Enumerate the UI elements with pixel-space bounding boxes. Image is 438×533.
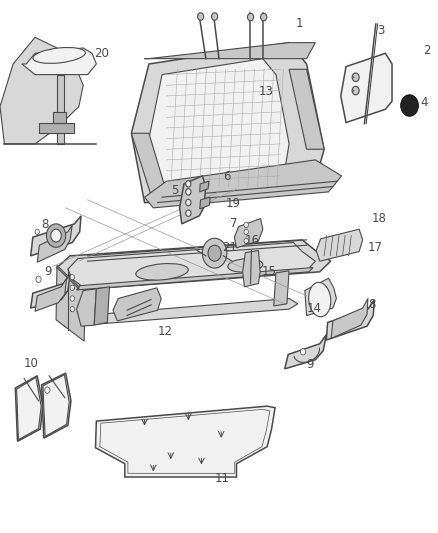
Text: 17: 17 [368, 241, 383, 254]
Text: 2: 2 [423, 44, 430, 57]
Polygon shape [113, 288, 161, 321]
Ellipse shape [309, 282, 331, 317]
Polygon shape [131, 133, 166, 203]
Polygon shape [274, 271, 289, 306]
Polygon shape [285, 335, 326, 369]
Polygon shape [200, 197, 210, 209]
Polygon shape [39, 123, 74, 133]
Polygon shape [180, 176, 206, 224]
Polygon shape [43, 375, 69, 437]
Text: 12: 12 [158, 325, 173, 338]
Circle shape [212, 13, 218, 20]
Polygon shape [0, 37, 83, 144]
Polygon shape [200, 181, 209, 192]
Polygon shape [15, 376, 43, 441]
Polygon shape [57, 75, 64, 144]
Text: 3: 3 [378, 25, 385, 37]
Circle shape [70, 306, 74, 312]
Polygon shape [234, 219, 263, 248]
Polygon shape [31, 274, 70, 308]
Polygon shape [316, 229, 363, 261]
Circle shape [186, 210, 191, 216]
Polygon shape [74, 298, 298, 325]
Text: 7: 7 [230, 217, 237, 230]
Polygon shape [68, 243, 315, 289]
Text: 10: 10 [24, 357, 39, 370]
Polygon shape [77, 268, 313, 290]
Polygon shape [331, 298, 368, 338]
Polygon shape [42, 373, 71, 438]
Text: 11: 11 [215, 472, 230, 485]
Circle shape [352, 73, 359, 82]
Circle shape [186, 199, 191, 206]
Circle shape [300, 349, 306, 355]
Polygon shape [57, 240, 331, 290]
Text: 5: 5 [171, 184, 178, 197]
Polygon shape [243, 251, 260, 287]
Polygon shape [145, 160, 342, 208]
Polygon shape [305, 278, 336, 316]
Text: 8: 8 [42, 219, 49, 231]
Circle shape [202, 238, 227, 268]
Ellipse shape [136, 263, 188, 280]
Text: 9: 9 [44, 265, 51, 278]
Ellipse shape [228, 259, 263, 272]
Circle shape [401, 95, 418, 116]
Polygon shape [77, 289, 96, 326]
Circle shape [51, 229, 61, 242]
Text: 18: 18 [371, 212, 386, 225]
Text: 19: 19 [226, 197, 241, 210]
Polygon shape [31, 216, 81, 256]
Circle shape [352, 86, 359, 95]
Text: 15: 15 [262, 265, 277, 278]
Text: 21: 21 [223, 241, 237, 254]
Circle shape [261, 13, 267, 21]
Polygon shape [22, 48, 96, 75]
Circle shape [45, 387, 50, 393]
Text: 9: 9 [307, 358, 314, 371]
Text: 14: 14 [307, 302, 321, 314]
Polygon shape [289, 69, 324, 149]
Circle shape [198, 13, 204, 20]
Circle shape [244, 238, 248, 244]
Polygon shape [131, 43, 324, 203]
Polygon shape [35, 278, 67, 311]
Polygon shape [17, 377, 41, 440]
Polygon shape [326, 300, 374, 340]
Ellipse shape [33, 47, 85, 63]
Polygon shape [37, 225, 72, 262]
Polygon shape [149, 59, 289, 192]
Text: 20: 20 [94, 47, 109, 60]
Polygon shape [94, 287, 110, 325]
Text: 1: 1 [296, 18, 303, 30]
Text: 13: 13 [258, 85, 273, 98]
Polygon shape [95, 406, 275, 477]
Text: 6: 6 [223, 171, 231, 183]
Circle shape [244, 222, 248, 228]
Circle shape [208, 245, 221, 261]
Text: 16: 16 [244, 235, 259, 247]
Circle shape [186, 181, 191, 187]
Circle shape [186, 189, 191, 195]
Circle shape [36, 276, 41, 282]
Circle shape [70, 285, 74, 290]
Text: 8: 8 [368, 298, 375, 311]
Polygon shape [56, 268, 85, 341]
Polygon shape [341, 53, 392, 123]
Text: 4: 4 [420, 96, 428, 109]
Circle shape [35, 229, 39, 235]
Circle shape [70, 296, 74, 301]
Polygon shape [53, 112, 66, 123]
Polygon shape [145, 43, 315, 59]
Circle shape [247, 13, 254, 21]
Circle shape [244, 229, 248, 235]
Circle shape [70, 274, 74, 280]
Polygon shape [57, 265, 79, 289]
Circle shape [46, 224, 66, 247]
